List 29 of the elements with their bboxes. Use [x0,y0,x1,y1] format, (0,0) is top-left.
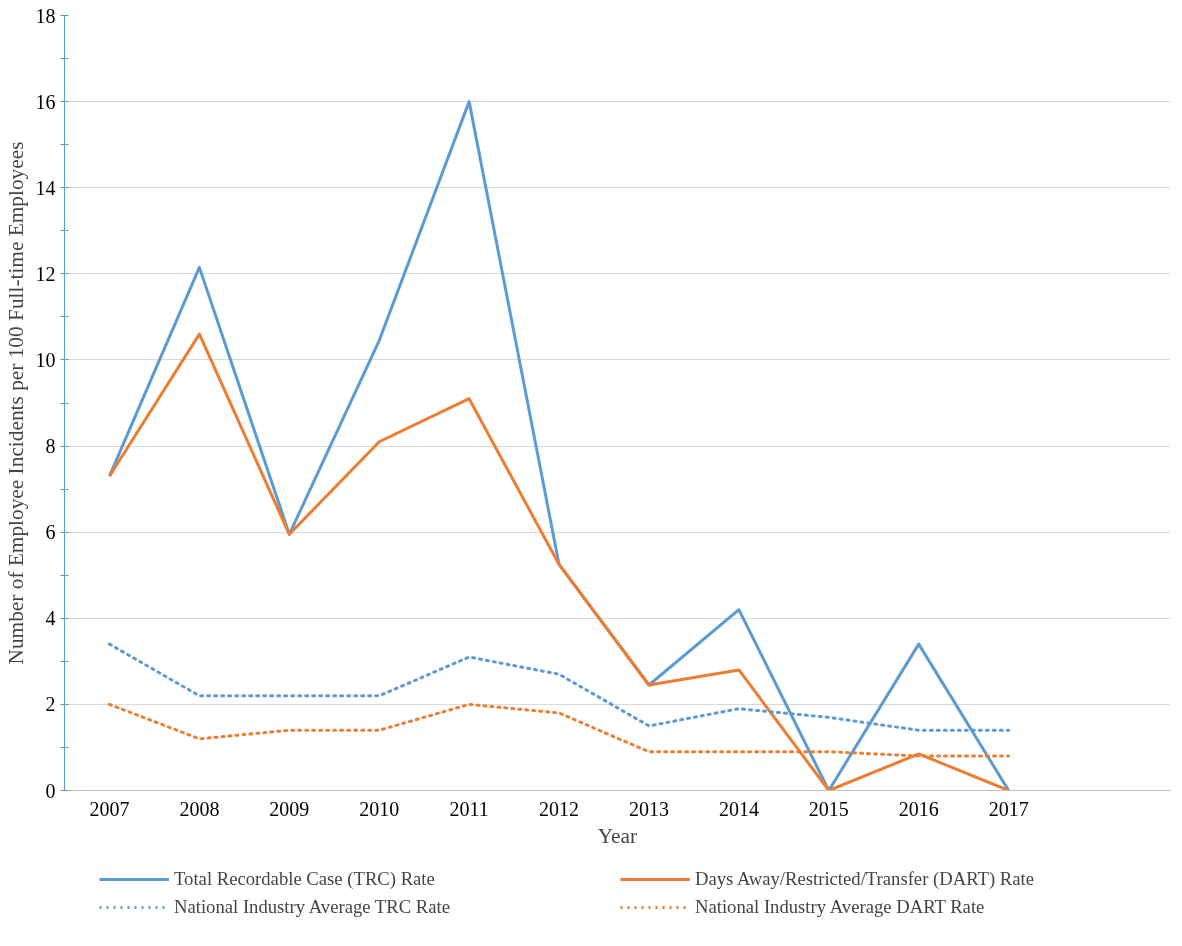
y-tick-label: 12 [35,262,56,285]
x-tick-label: 2017 [988,797,1029,820]
y-axis-title: Number of Employee Incidents per 100 Full-time Employees [3,141,28,665]
x-axis-title: Year [597,823,638,848]
y-tick-label: 4 [45,607,56,630]
y-tick-label: 10 [35,348,56,371]
y-tick-label: 6 [45,521,56,544]
x-tick-label: 2016 [898,797,939,820]
legend-label: Total Recordable Case (TRC) Rate [174,867,436,890]
x-tick-label: 2007 [89,797,130,820]
legend-label: National Industry Average DART Rate [695,895,986,918]
y-tick-label: 18 [35,4,56,27]
y-tick-label: 2 [45,693,56,716]
x-tick-label: 2009 [269,797,310,820]
x-tick-label: 2011 [449,797,489,820]
x-tick-label: 2013 [628,797,669,820]
x-tick-label: 2015 [808,797,849,820]
x-tick-label: 2010 [359,797,400,820]
line-series [107,100,1011,791]
y-tick-label: 0 [45,779,56,802]
x-tick-label: 2008 [179,797,220,820]
y-tick-label: 16 [35,90,56,113]
line-series [107,332,1011,791]
legend-label: National Industry Average TRC Rate [174,895,451,918]
x-tick-label: 2014 [718,797,759,820]
x-tick-label: 2012 [539,797,580,820]
legend-label: Days Away/Restricted/Transfer (DART) Rate [695,867,1035,890]
y-tick-label: 14 [35,176,56,199]
y-tick-label: 8 [45,435,56,458]
